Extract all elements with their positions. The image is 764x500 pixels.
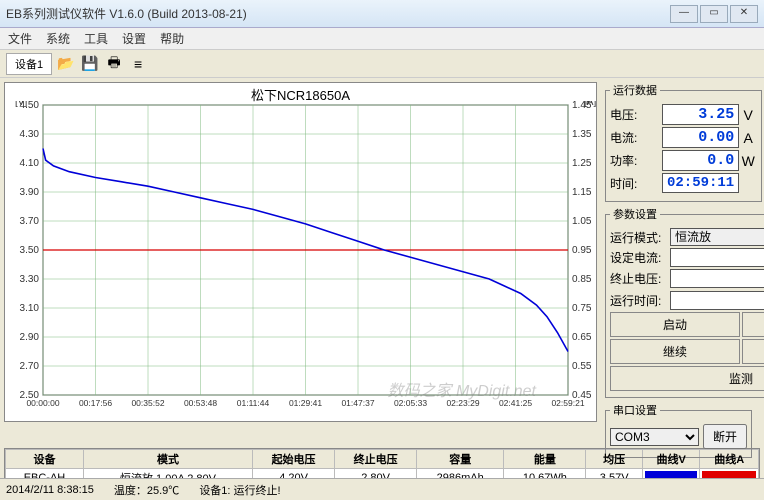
voltage-value: 3.25 (662, 104, 739, 125)
time-label: 时间: (610, 175, 662, 192)
save-icon[interactable]: 💾 (80, 54, 100, 74)
svg-text:00:53:48: 00:53:48 (184, 398, 217, 408)
svg-text:00:35:52: 00:35:52 (131, 398, 164, 408)
serial-group: 串口设置 COM3断开 (605, 402, 752, 458)
svg-text:4.30: 4.30 (20, 129, 40, 140)
tune-icon[interactable]: ≡ (128, 54, 148, 74)
svg-text:1.05: 1.05 (572, 216, 592, 227)
svg-text:0.65: 0.65 (572, 332, 592, 343)
com-select[interactable]: COM3 (610, 428, 699, 446)
menu-settings[interactable]: 设置 (122, 30, 146, 47)
voltage-label: 电压: (610, 106, 662, 123)
start-button[interactable]: 启动 (610, 312, 740, 337)
svg-text:01:11:44: 01:11:44 (237, 398, 270, 408)
window-title: EB系列测试仪软件 V1.6.0 (Build 2013-08-21) (6, 5, 247, 22)
svg-text:1.25: 1.25 (572, 158, 592, 169)
svg-text:00:00:00: 00:00:00 (26, 398, 59, 408)
titlebar: EB系列测试仪软件 V1.6.0 (Build 2013-08-21) — ▭ … (0, 0, 764, 28)
mode-select[interactable]: 恒流放 (670, 228, 764, 246)
close-button[interactable]: ✕ (730, 5, 758, 23)
power-value: 0.0 (662, 150, 739, 171)
menu-system[interactable]: 系统 (46, 30, 70, 47)
chart-box: 松下NCR18650A ZKETech 4.501.454.301.354.10… (4, 82, 597, 422)
svg-text:0.85: 0.85 (572, 274, 592, 285)
site-watermark: 数码之家 MyDigit.net (388, 377, 536, 401)
time-value: 02:59:11 (662, 173, 739, 193)
monitor-button[interactable]: 监测 (610, 366, 764, 391)
svg-text:1.15: 1.15 (572, 187, 592, 198)
svg-text:0.95: 0.95 (572, 245, 592, 256)
adjust-button: 调整 (742, 339, 764, 364)
power-label: 功率: (610, 152, 662, 169)
svg-text:01:47:37: 01:47:37 (341, 398, 374, 408)
svg-text:3.70: 3.70 (20, 216, 40, 227)
svg-text:3.90: 3.90 (20, 187, 40, 198)
maximize-button[interactable]: ▭ (700, 5, 728, 23)
svg-text:01:29:41: 01:29:41 (289, 398, 322, 408)
status-temp: 温度：25.9℃ (114, 482, 179, 498)
menubar: 文件 系统 工具 设置 帮助 (0, 28, 764, 50)
continue-button[interactable]: 继续 (610, 339, 740, 364)
svg-text:1.35: 1.35 (572, 129, 592, 140)
svg-text:[V]: [V] (15, 101, 27, 108)
run-data-group: 运行数据 电压:3.25V 电流:0.00A 功率:0.0W 时间:02:59:… (605, 82, 762, 202)
menu-help[interactable]: 帮助 (160, 30, 184, 47)
open-icon[interactable]: 📂 (56, 54, 76, 74)
current-value: 0.00 (662, 127, 739, 148)
statusbar: 2014/2/11 8:38:15 温度：25.9℃ 设备1: 运行终止! (0, 478, 764, 500)
svg-text:[A]: [A] (584, 101, 596, 108)
svg-text:2.70: 2.70 (20, 361, 40, 372)
toolbar: 设备1 📂 💾 🖶 ≡ (0, 50, 764, 78)
svg-text:0.55: 0.55 (572, 361, 592, 372)
disconnect-button[interactable]: 断开 (703, 424, 747, 449)
svg-text:00:17:56: 00:17:56 (79, 398, 112, 408)
svg-text:3.30: 3.30 (20, 274, 40, 285)
set-current-input[interactable] (670, 248, 764, 267)
svg-text:3.50: 3.50 (20, 245, 40, 256)
stop-button: 停止 (742, 312, 764, 337)
current-label: 电流: (610, 129, 662, 146)
print-icon[interactable]: 🖶 (104, 54, 124, 74)
run-time-input[interactable] (670, 291, 764, 310)
svg-text:4.10: 4.10 (20, 158, 40, 169)
svg-text:02:59:21: 02:59:21 (551, 398, 584, 408)
param-group: 参数设置 运行模式:恒流放 设定电流:A 终止电压:V 运行时间:分 启动停止 … (605, 206, 764, 398)
svg-text:3.10: 3.10 (20, 303, 40, 314)
menu-tools[interactable]: 工具 (84, 30, 108, 47)
menu-file[interactable]: 文件 (8, 30, 32, 47)
device-tab[interactable]: 设备1 (6, 53, 52, 75)
status-datetime: 2014/2/11 8:38:15 (6, 484, 94, 496)
svg-text:2.90: 2.90 (20, 332, 40, 343)
chart-plot: 4.501.454.301.354.101.253.901.153.701.05… (5, 101, 606, 423)
cutoff-v-input[interactable] (670, 269, 764, 288)
status-state: 设备1: 运行终止! (199, 482, 280, 498)
minimize-button[interactable]: — (670, 5, 698, 23)
svg-text:0.75: 0.75 (572, 303, 592, 314)
